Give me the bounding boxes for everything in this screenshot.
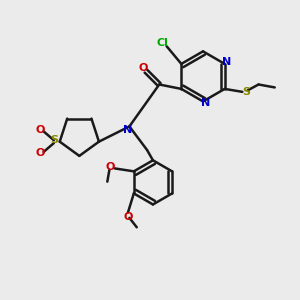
Text: N: N [201,98,210,108]
Text: N: N [222,57,232,68]
Text: O: O [35,125,45,135]
Text: S: S [242,87,250,97]
Text: O: O [138,63,148,73]
Text: O: O [123,212,133,222]
Text: O: O [35,148,45,158]
Text: O: O [106,162,115,172]
Text: S: S [50,135,59,145]
Text: Cl: Cl [156,38,168,48]
Text: N: N [123,125,133,135]
